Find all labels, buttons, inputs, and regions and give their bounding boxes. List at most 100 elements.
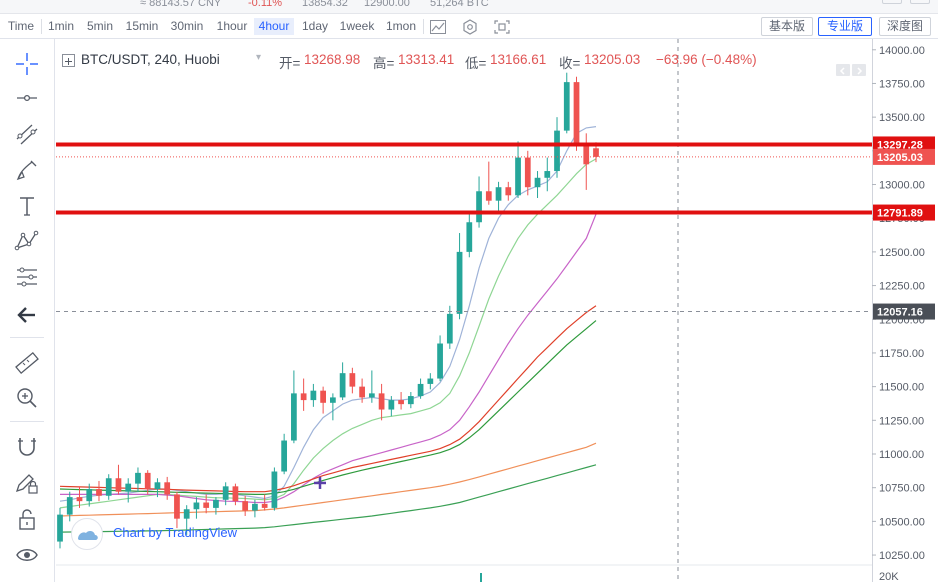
interval-5min[interactable]: 5min <box>86 19 113 33</box>
symbol-label[interactable]: BTC/USDT, 240, Huobi <box>81 52 220 67</box>
candle-body <box>593 148 599 157</box>
indicators-icon[interactable] <box>460 18 480 36</box>
candle-body <box>57 514 63 542</box>
interval-1day[interactable]: 1day <box>301 19 329 33</box>
moving-average-line <box>59 305 597 493</box>
scroll-right-icon[interactable] <box>852 64 866 76</box>
candle-body <box>378 393 385 410</box>
view-basic-button[interactable]: 基本版 <box>761 17 813 36</box>
price-chart[interactable]: 10250.00 10500.00 10750.00 11000.00 11250.00… <box>56 39 938 582</box>
y-tick-label: 11250.00 <box>879 415 924 427</box>
candle-body <box>183 509 190 519</box>
volume-axis-label: 20K <box>879 571 899 582</box>
candle-body <box>164 482 171 495</box>
ruler-icon[interactable] <box>14 350 40 376</box>
candle-body <box>291 393 297 441</box>
candle-body <box>213 499 219 508</box>
candle-body <box>476 191 482 223</box>
y-tick-label: 10250.00 <box>879 550 925 562</box>
divider <box>10 421 44 422</box>
text-icon[interactable] <box>14 193 40 219</box>
candle-body <box>281 440 288 472</box>
candle-body <box>505 187 512 196</box>
moving-average-line <box>59 158 597 509</box>
interval-15min[interactable]: 15min <box>125 19 159 33</box>
zoom-in-icon[interactable] <box>14 385 40 411</box>
candle-body <box>232 486 239 502</box>
brush-icon[interactable] <box>14 157 40 183</box>
lock-icon[interactable] <box>14 506 40 532</box>
attribution-text: Chart by TradingView <box>113 525 238 540</box>
candle-body <box>115 478 122 492</box>
horizontal-line-icon[interactable] <box>14 85 40 111</box>
candle-body <box>193 502 200 510</box>
divider <box>41 19 42 34</box>
high-label: 高= <box>373 56 395 71</box>
crosshair-icon[interactable] <box>14 51 40 77</box>
y-tick-label: 12500.00 <box>879 247 925 259</box>
candle-body <box>563 82 570 131</box>
back-arrow-icon[interactable] <box>14 302 40 328</box>
candle-body <box>427 378 434 384</box>
y-tick-label: 14000.00 <box>879 45 925 57</box>
candle-body <box>446 313 453 344</box>
interval-1week[interactable]: 1week <box>339 19 375 33</box>
candle-style-icon[interactable] <box>428 18 448 36</box>
collapse-legend-icon[interactable] <box>62 54 75 67</box>
view-depth-button[interactable]: 深度图 <box>879 17 931 36</box>
tradingview-logo-icon <box>71 518 103 550</box>
interval-time[interactable]: Time <box>7 19 35 33</box>
candle-body <box>583 144 590 165</box>
candle-body <box>573 82 580 145</box>
y-tick-label: 13500.00 <box>879 112 925 124</box>
candle-body <box>437 343 443 379</box>
candle-body <box>495 187 502 201</box>
candle-body <box>359 386 365 398</box>
trend-lines-icon[interactable] <box>14 121 40 147</box>
pattern-icon[interactable] <box>14 228 40 254</box>
moving-average-line <box>59 464 597 533</box>
price-label-thick-red: 12791.89 <box>877 208 923 220</box>
view-pro-button[interactable]: 专业版 <box>818 17 872 36</box>
candle-body <box>330 397 336 403</box>
price-label-box <box>873 148 935 165</box>
chevron-down-icon[interactable]: ▾ <box>256 52 262 63</box>
candle-body <box>349 373 356 387</box>
candle-body <box>339 373 346 398</box>
candle-body <box>66 497 73 515</box>
candle-body <box>417 383 424 397</box>
interval-1mon[interactable]: 1mon <box>385 19 417 33</box>
eye-icon[interactable] <box>14 542 40 568</box>
candle-body <box>96 489 102 496</box>
candle-body <box>135 472 141 484</box>
price-label-box <box>873 204 935 221</box>
y-tick-label: 13750.00 <box>879 78 925 90</box>
interval-1min[interactable]: 1min <box>47 19 74 33</box>
candle-body <box>242 501 249 511</box>
interval-1hour[interactable]: 1hour <box>216 19 248 33</box>
window-button-icon[interactable] <box>882 0 902 4</box>
candle-body <box>252 503 258 511</box>
candle-body <box>271 471 278 508</box>
interval-30min[interactable]: 30min <box>170 19 204 33</box>
open-label: 开= <box>279 56 301 71</box>
low-label: 低= <box>465 56 487 71</box>
fullscreen-icon[interactable] <box>492 18 512 36</box>
scroll-left-icon[interactable] <box>836 64 850 76</box>
fib-icon[interactable] <box>14 264 40 290</box>
change-pct: -0.11% <box>248 0 283 9</box>
low-value: 13166.61 <box>490 52 547 67</box>
close-label: 收= <box>559 56 581 71</box>
price-label-crosshair: 12057.16 <box>877 307 923 319</box>
interval-4hour[interactable]: 4hour <box>254 18 294 35</box>
volume-24h: 51,264 BTC <box>430 0 489 9</box>
candle-body <box>398 400 404 405</box>
lock-drawing-icon[interactable] <box>14 470 40 496</box>
y-tick-label: 13000.00 <box>879 180 925 192</box>
magnet-icon[interactable] <box>14 434 40 460</box>
price-label-box <box>873 303 935 320</box>
interval-toolbar: Time 1min 5min 15min 30min 1hour 4hour 1… <box>0 14 938 39</box>
low-24h: 12900.00 <box>364 0 410 9</box>
window-button-icon[interactable] <box>910 0 930 4</box>
candle-body <box>485 191 492 201</box>
